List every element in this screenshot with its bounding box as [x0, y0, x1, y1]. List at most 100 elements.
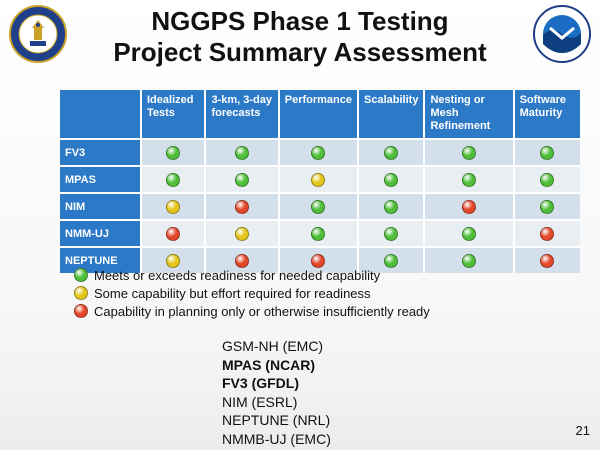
- rating-cell: [141, 138, 207, 166]
- rating-cell: [141, 246, 207, 273]
- commerce-seal-icon: [9, 5, 67, 63]
- rating-cell: [205, 192, 280, 220]
- legend-item: Some capability but effort required for …: [74, 284, 430, 302]
- legend-text: Some capability but effort required for …: [94, 285, 371, 301]
- rating-cell: [513, 219, 580, 247]
- row-label: MPAS: [60, 165, 142, 193]
- title-line-1: NGGPS Phase 1 Testing: [151, 6, 449, 36]
- green-status-icon: [166, 172, 181, 187]
- rating-cell: [358, 138, 426, 166]
- rating-cell: [278, 138, 360, 166]
- rating-cell: [278, 192, 360, 220]
- row-label: NEPTUNE: [60, 246, 142, 273]
- green-status-icon: [311, 226, 326, 241]
- rating-cell: [358, 219, 426, 247]
- rating-cell: [358, 246, 426, 273]
- red-status-icon: [462, 199, 476, 214]
- legend: Meets or exceeds readiness for needed ca…: [74, 266, 430, 320]
- table-row: FV3: [60, 138, 580, 166]
- rating-cell: [278, 246, 360, 273]
- rating-cell: [424, 192, 515, 220]
- table-row: MPAS: [60, 165, 580, 193]
- column-header: Scalability: [358, 90, 426, 139]
- green-status-icon: [311, 145, 326, 160]
- column-header: Software Maturity: [513, 90, 580, 139]
- red-status-icon: [166, 226, 181, 241]
- model-item: NIM (ESRL): [222, 393, 298, 410]
- rating-cell: [278, 219, 360, 247]
- rating-cell: [141, 192, 207, 220]
- yellow-status-icon: [311, 172, 326, 187]
- column-header: [60, 90, 142, 139]
- green-status-icon: [166, 145, 181, 160]
- legend-item: Meets or exceeds readiness for needed ca…: [74, 266, 430, 284]
- green-status-icon: [384, 172, 399, 187]
- green-status-icon: [384, 226, 399, 241]
- legend-item: Capability in planning only or otherwise…: [74, 302, 430, 320]
- rating-cell: [513, 165, 580, 193]
- green-status-icon: [384, 253, 399, 268]
- column-header: Performance: [278, 90, 360, 139]
- green-status-icon: [235, 145, 250, 160]
- rating-cell: [358, 192, 426, 220]
- table-row: NEPTUNE: [60, 246, 580, 273]
- red-status-icon: [235, 253, 250, 268]
- rating-cell: [205, 219, 280, 247]
- row-label: NMM-UJ: [60, 219, 142, 247]
- legend-text: Capability in planning only or otherwise…: [94, 303, 430, 319]
- model-list: GSM-NH (EMC) MPAS (NCAR) FV3 (GFDL) NIM …: [222, 337, 331, 448]
- table-header-row: Idealized Tests 3-km, 3-day forecasts Pe…: [60, 90, 580, 139]
- rating-cell: [141, 219, 207, 247]
- column-header: 3-km, 3-day forecasts: [205, 90, 280, 139]
- rating-cell: [205, 138, 280, 166]
- table-body: FV3 MPAS NIM NMM-UJ NEPTUNE: [60, 138, 580, 273]
- green-status-icon: [235, 172, 250, 187]
- model-item: GSM-NH (EMC): [222, 338, 324, 354]
- column-header: Nesting or Mesh Refinement: [424, 90, 515, 139]
- red-status-icon: [540, 226, 555, 241]
- rating-cell: [424, 246, 515, 273]
- red-status-icon: [235, 199, 250, 214]
- green-status-icon: [384, 199, 399, 214]
- table-row: NIM: [60, 192, 580, 220]
- yellow-status-icon: [74, 286, 88, 300]
- red-status-icon: [540, 253, 555, 268]
- rating-cell: [278, 165, 360, 193]
- model-item: FV3 (GFDL): [222, 375, 299, 391]
- legend-text: Meets or exceeds readiness for needed ca…: [94, 267, 381, 283]
- rating-cell: [513, 138, 580, 166]
- rating-cell: [424, 219, 515, 247]
- column-header: Idealized Tests: [141, 90, 207, 139]
- noaa-logo-icon: [533, 5, 591, 63]
- table-row: NMM-UJ: [60, 219, 580, 247]
- yellow-status-icon: [166, 199, 181, 214]
- rating-cell: [513, 192, 580, 220]
- model-item: NEPTUNE (NRL): [222, 412, 331, 428]
- rating-cell: [358, 165, 426, 193]
- model-item: MPAS (NCAR): [222, 356, 316, 373]
- rating-cell: [205, 165, 280, 193]
- green-status-icon: [311, 199, 326, 214]
- rating-cell: [141, 165, 207, 193]
- green-status-icon: [540, 199, 555, 214]
- green-status-icon: [462, 226, 476, 241]
- assessment-table: Idealized Tests 3-km, 3-day forecasts Pe…: [60, 90, 580, 273]
- rating-cell: [513, 246, 580, 273]
- row-label: FV3: [60, 138, 142, 166]
- page-title: NGGPS Phase 1 Testing Project Summary As…: [80, 6, 520, 68]
- row-label: NIM: [60, 192, 142, 220]
- red-status-icon: [311, 253, 326, 268]
- green-status-icon: [384, 145, 399, 160]
- rating-cell: [424, 138, 515, 166]
- yellow-status-icon: [166, 253, 181, 268]
- red-status-icon: [74, 304, 88, 318]
- green-status-icon: [540, 172, 555, 187]
- green-status-icon: [462, 145, 476, 160]
- rating-cell: [424, 165, 515, 193]
- yellow-status-icon: [235, 226, 250, 241]
- title-line-2: Project Summary Assessment: [113, 37, 487, 67]
- model-item: NMMB-UJ (EMC): [222, 430, 331, 447]
- green-status-icon: [540, 145, 555, 160]
- green-status-icon: [462, 172, 476, 187]
- rating-cell: [205, 246, 280, 273]
